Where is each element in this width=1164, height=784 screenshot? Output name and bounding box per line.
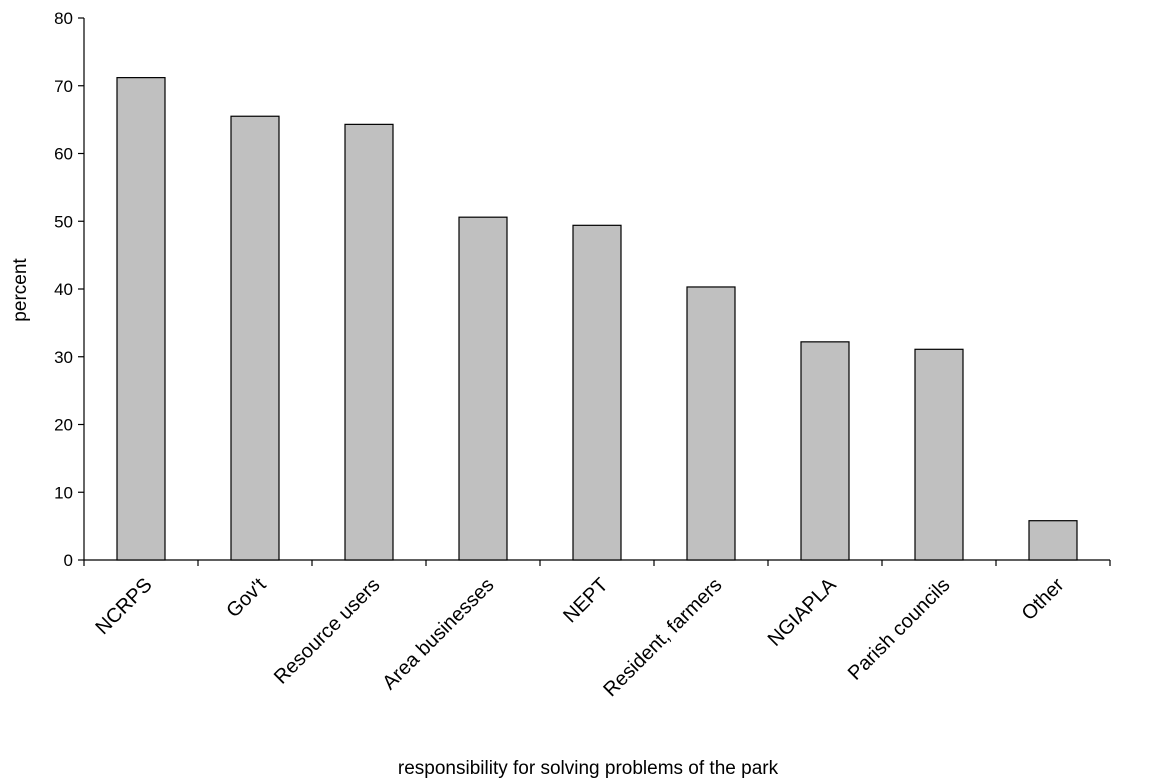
bar	[914, 348, 964, 561]
x-tick-label: Other	[1018, 574, 1069, 625]
y-tick-label: 80	[54, 9, 73, 28]
bar	[230, 115, 280, 561]
x-tick-label: Resident, farmers	[599, 574, 726, 701]
bar	[686, 286, 736, 561]
bar	[344, 123, 394, 561]
bar	[458, 216, 508, 561]
bar	[800, 341, 850, 561]
y-axis-title: percent	[10, 258, 31, 322]
x-tick-label: Area businesses	[378, 574, 498, 694]
x-tick-label: Parish councils	[844, 574, 955, 685]
x-tick-label: Gov't	[222, 574, 270, 622]
x-tick-label: NEPT	[559, 574, 612, 627]
y-tick-label: 20	[54, 416, 73, 435]
y-tick-label: 50	[54, 212, 73, 231]
y-tick-label: 10	[54, 483, 73, 502]
x-tick-label: NCRPS	[91, 574, 156, 639]
y-tick-label: 0	[64, 551, 73, 570]
bar	[116, 77, 166, 561]
y-tick-label: 40	[54, 280, 73, 299]
x-tick-label: Resource users	[270, 574, 385, 689]
y-tick-label: 70	[54, 77, 73, 96]
x-tick-label: NGIAPLA	[764, 574, 841, 651]
y-tick-label: 30	[54, 348, 73, 367]
x-axis-title: responsibility for solving problems of t…	[398, 758, 779, 779]
bar	[1028, 520, 1078, 561]
y-tick-label: 60	[54, 145, 73, 164]
bar	[572, 224, 622, 561]
